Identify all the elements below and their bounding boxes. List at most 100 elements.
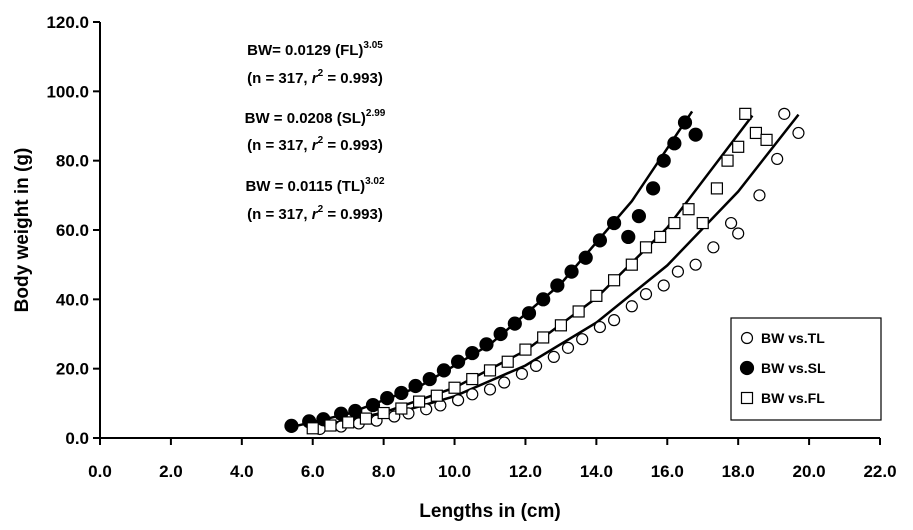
annotation-text: BW = 0.0115 (TL) — [245, 178, 365, 195]
point — [377, 406, 390, 420]
point — [667, 136, 682, 151]
point — [688, 127, 703, 142]
annotation: BW= 0.0129 (FL)3.05 — [247, 40, 383, 59]
y-tick-label: 100.0 — [46, 82, 89, 101]
point — [519, 343, 532, 356]
x-tick-label: 22.0 — [863, 462, 896, 481]
annotation: BW = 0.0208 (SL)2.99 — [245, 108, 386, 127]
x-tick-label: 0.0 — [88, 462, 112, 481]
annotation-text: (n = 317, — [247, 70, 312, 87]
point — [284, 418, 299, 433]
y-tick-label: 20.0 — [56, 360, 89, 379]
x-tick-label: 14.0 — [580, 462, 613, 481]
point — [645, 181, 661, 196]
point — [607, 314, 621, 327]
point — [792, 126, 805, 140]
point — [436, 363, 452, 378]
point — [657, 279, 670, 292]
x-tick-label: 6.0 — [301, 462, 325, 481]
point — [348, 403, 363, 419]
point — [561, 341, 575, 354]
point — [778, 107, 791, 120]
point — [590, 289, 603, 302]
point — [732, 140, 745, 153]
y-tick-label: 0.0 — [65, 429, 89, 448]
point — [493, 326, 508, 342]
point — [451, 394, 465, 407]
point — [479, 337, 494, 352]
point — [554, 319, 568, 332]
point — [466, 388, 479, 401]
point — [760, 133, 773, 146]
point — [547, 350, 560, 363]
point — [671, 265, 685, 278]
point — [564, 264, 579, 279]
point — [521, 306, 537, 321]
point — [412, 395, 426, 408]
point — [656, 153, 671, 168]
legend-marker — [740, 391, 754, 405]
point — [365, 397, 381, 413]
point — [507, 316, 522, 331]
x-tick-label: 8.0 — [372, 462, 396, 481]
point — [430, 389, 443, 402]
x-tick-label: 12.0 — [509, 462, 542, 481]
point — [625, 300, 638, 313]
point — [466, 372, 479, 386]
x-axis-label: Lengths in (cm) — [419, 501, 560, 522]
annotation-tail: = 0.993) — [323, 206, 383, 223]
point — [739, 107, 752, 120]
point — [306, 422, 319, 435]
point — [631, 209, 647, 224]
point — [668, 216, 681, 230]
y-axis-label: Body weight in (g) — [12, 148, 33, 313]
point — [710, 182, 724, 195]
legend-label: BW vs.TL — [761, 330, 825, 346]
annotation: (n = 317, r2 = 0.993) — [247, 204, 383, 223]
x-tick-label: 10.0 — [438, 462, 471, 481]
x-tick-label: 16.0 — [651, 462, 684, 481]
point — [639, 241, 653, 254]
point — [707, 241, 720, 254]
x-tick-label: 18.0 — [722, 462, 755, 481]
point — [342, 416, 355, 429]
annotation-text: BW = 0.0208 (SL) — [245, 110, 366, 127]
point — [732, 227, 745, 240]
annotation-italic: r — [312, 206, 319, 223]
legend-label: BW vs.SL — [761, 360, 826, 376]
point — [576, 333, 589, 346]
legend-marker — [739, 360, 755, 376]
point — [395, 402, 408, 415]
point — [639, 288, 653, 301]
annotation-italic: r — [312, 70, 319, 87]
point — [578, 250, 593, 265]
point — [572, 305, 585, 318]
annotation-text: (n = 317, — [247, 206, 312, 223]
point — [696, 216, 709, 230]
point — [394, 385, 409, 401]
point — [483, 383, 497, 396]
point — [607, 274, 621, 287]
x-tick-label: 20.0 — [793, 462, 826, 481]
annotation-italic: r — [312, 137, 319, 154]
annotation-sup: 3.05 — [363, 40, 383, 51]
point — [749, 126, 763, 140]
annotation: (n = 317, r2 = 0.993) — [247, 135, 383, 154]
point — [550, 278, 565, 293]
point — [621, 229, 636, 245]
annotation-text: (n = 317, — [247, 137, 312, 154]
point — [592, 233, 608, 248]
point — [682, 203, 695, 216]
point — [771, 152, 784, 166]
point — [606, 215, 622, 231]
point — [753, 189, 766, 202]
y-tick-label: 80.0 — [56, 152, 89, 171]
annotation-sup: 2 — [318, 204, 324, 215]
point — [483, 364, 497, 377]
point — [721, 154, 734, 167]
annotation-sup: 2 — [318, 135, 324, 146]
y-tick-label: 120.0 — [46, 13, 89, 32]
annotation-text: BW= 0.0129 (FL) — [247, 42, 363, 59]
point — [324, 419, 337, 432]
